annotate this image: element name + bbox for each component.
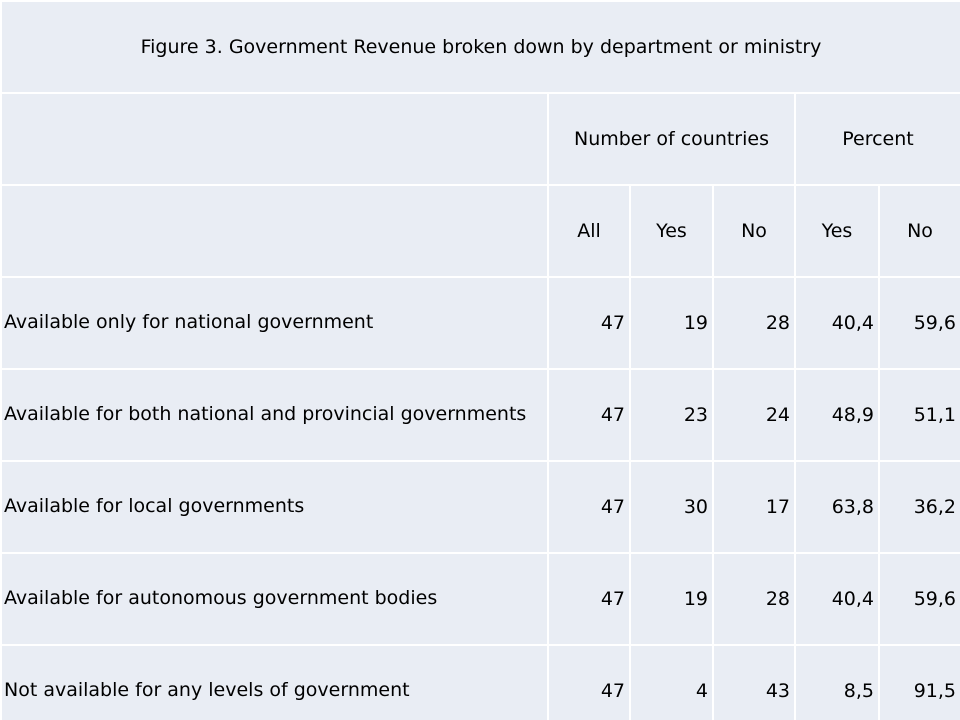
cell-count-yes: 19: [629, 276, 714, 370]
cell-all: 47: [547, 460, 631, 554]
group-header-row: Number of countries Percent: [0, 92, 960, 186]
row-label: Not available for any levels of governme…: [0, 644, 549, 720]
header-count-no: No: [712, 184, 796, 278]
cell-count-no: 28: [712, 276, 796, 370]
cell-count-no: 24: [712, 368, 796, 462]
cell-percent-no: 91,5: [877, 644, 960, 720]
table-row: Available for local governments 47 30 17…: [0, 460, 960, 554]
cell-count-yes: 23: [629, 368, 714, 462]
cell-all: 47: [547, 552, 631, 646]
row-label: Available for autonomous government bodi…: [0, 552, 549, 646]
cell-percent-no: 59,6: [877, 552, 960, 646]
header-percent-yes: Yes: [794, 184, 880, 278]
table-row: Not available for any levels of governme…: [0, 644, 960, 720]
cell-percent-yes: 48,9: [794, 368, 880, 462]
cell-count-no: 17: [712, 460, 796, 554]
header-percent-no: No: [877, 184, 960, 278]
empty-subheader-cell: [0, 184, 549, 278]
table-row: Available only for national government 4…: [0, 276, 960, 370]
sub-header-row: All Yes No Yes No: [0, 184, 960, 278]
empty-header-cell: [0, 92, 549, 186]
cell-percent-yes: 40,4: [794, 552, 880, 646]
cell-count-no: 28: [712, 552, 796, 646]
row-label: Available for local governments: [0, 460, 549, 554]
header-number-of-countries: Number of countries: [547, 92, 796, 186]
cell-percent-yes: 40,4: [794, 276, 880, 370]
cell-count-yes: 4: [629, 644, 714, 720]
cell-percent-no: 36,2: [877, 460, 960, 554]
cell-all: 47: [547, 276, 631, 370]
row-label: Available only for national government: [0, 276, 549, 370]
cell-percent-no: 59,6: [877, 276, 960, 370]
table-row: Available for both national and provinci…: [0, 368, 960, 462]
cell-percent-yes: 63,8: [794, 460, 880, 554]
table-row: Available for autonomous government bodi…: [0, 552, 960, 646]
cell-count-yes: 19: [629, 552, 714, 646]
row-label: Available for both national and provinci…: [0, 368, 549, 462]
header-percent: Percent: [793, 92, 960, 186]
cell-count-yes: 30: [629, 460, 714, 554]
cell-percent-yes: 8,5: [794, 644, 880, 720]
header-all: All: [547, 184, 631, 278]
cell-count-no: 43: [712, 644, 796, 720]
table-title: Figure 3. Government Revenue broken down…: [0, 0, 960, 94]
header-count-yes: Yes: [629, 184, 714, 278]
cell-all: 47: [547, 368, 631, 462]
cell-all: 47: [547, 644, 631, 720]
cell-percent-no: 51,1: [877, 368, 960, 462]
title-row: Figure 3. Government Revenue broken down…: [0, 0, 960, 94]
